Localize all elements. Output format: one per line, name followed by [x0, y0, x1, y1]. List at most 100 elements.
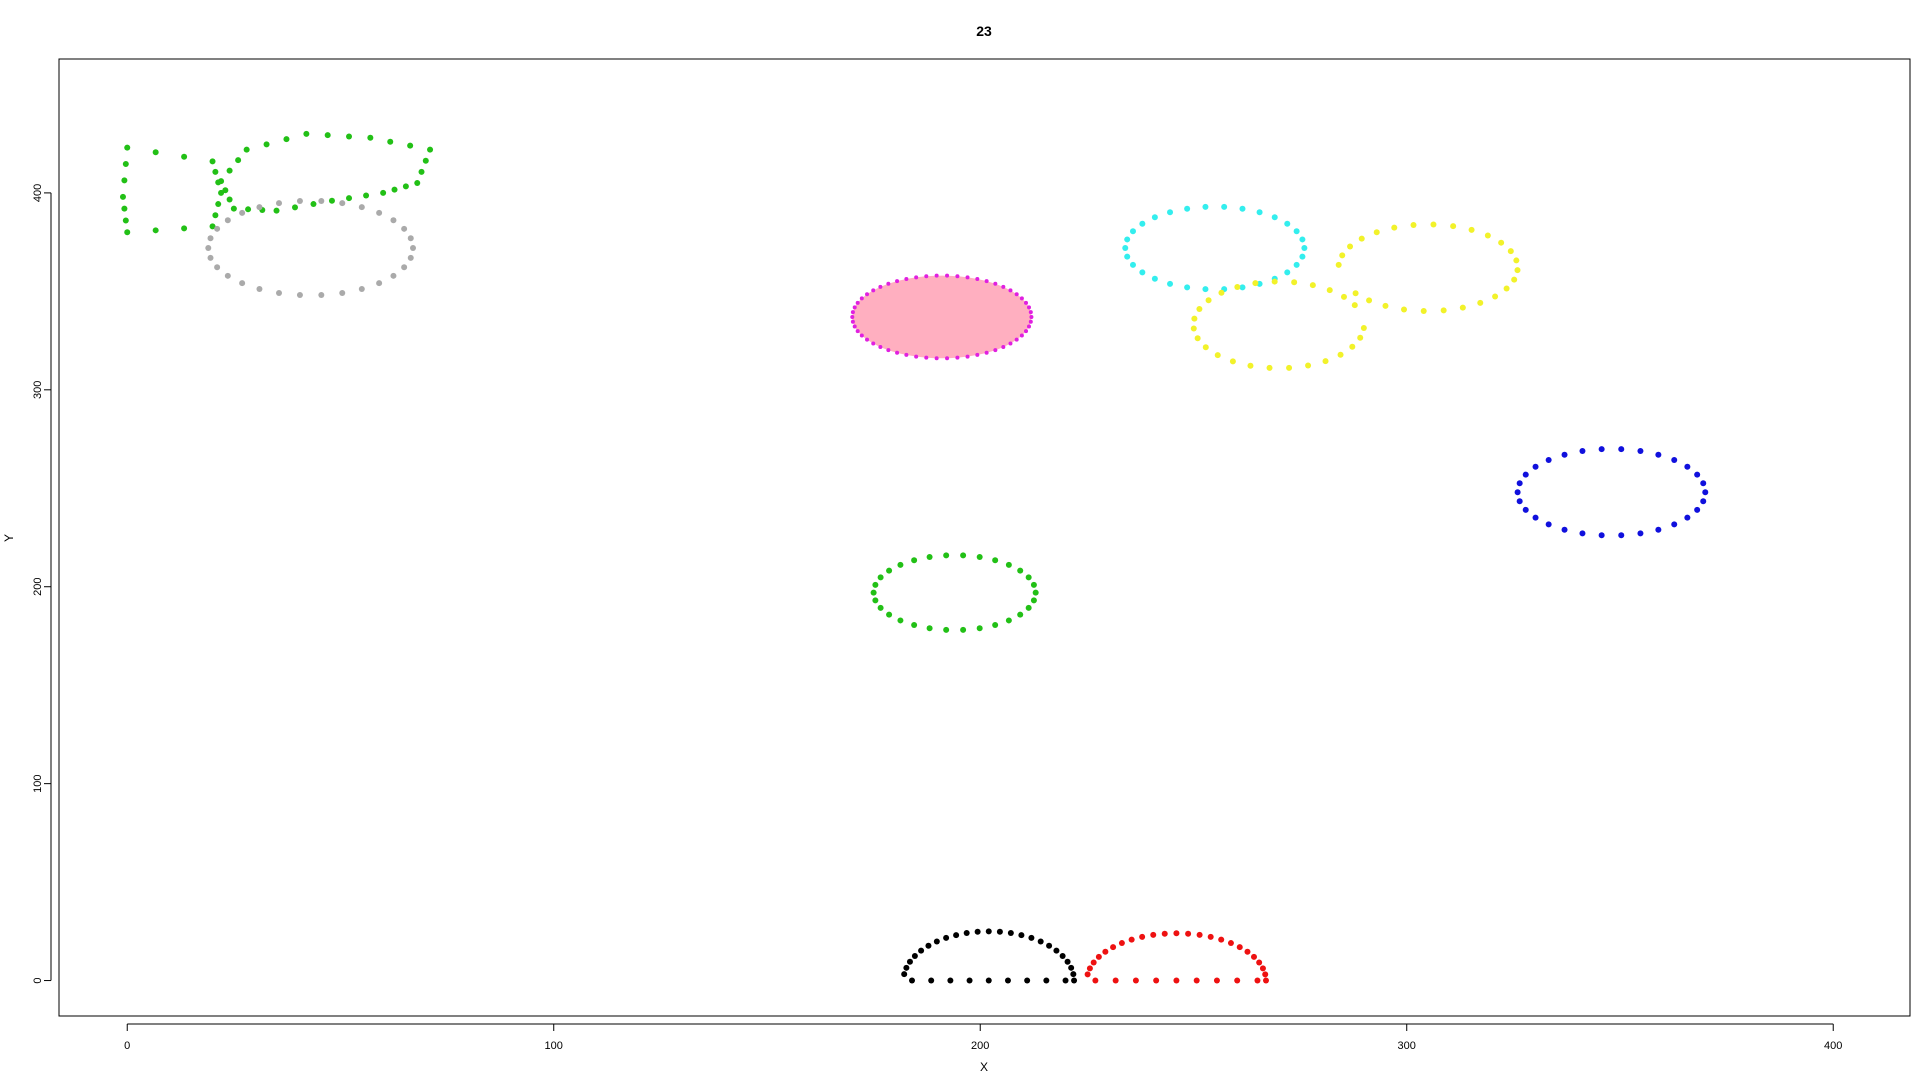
data-point — [376, 280, 383, 287]
data-point — [955, 355, 960, 360]
data-point — [1239, 205, 1246, 212]
data-point — [390, 272, 397, 279]
data-point — [358, 285, 365, 292]
data-point — [1202, 203, 1209, 210]
data-point — [1062, 977, 1069, 984]
data-point — [1299, 236, 1306, 243]
data-point — [152, 227, 159, 234]
data-point — [928, 977, 935, 984]
data-point — [1382, 302, 1389, 309]
data-point — [852, 324, 857, 329]
data-point — [914, 275, 919, 280]
data-point — [1637, 448, 1644, 455]
data-point — [1043, 977, 1050, 984]
data-point — [291, 204, 298, 211]
data-point — [901, 971, 908, 978]
data-point — [1196, 305, 1203, 312]
data-point — [850, 314, 855, 319]
data-point — [1514, 267, 1521, 274]
data-point — [974, 928, 981, 935]
y-axis: 0 100 200 300 400 — [32, 184, 52, 984]
data-point — [852, 305, 857, 310]
data-point — [1293, 261, 1300, 268]
data-point — [1046, 942, 1053, 949]
data-point — [985, 928, 992, 935]
data-point — [1124, 236, 1131, 243]
data-point — [1618, 532, 1625, 539]
data-point — [1124, 253, 1131, 260]
data-point — [1618, 446, 1625, 453]
data-point — [256, 285, 263, 292]
data-point — [870, 589, 877, 596]
data-point — [1110, 944, 1117, 951]
data-point — [1112, 977, 1119, 984]
data-point — [975, 352, 980, 357]
data-point — [1008, 341, 1013, 346]
data-point — [1139, 269, 1146, 276]
data-point — [926, 554, 933, 561]
data-point — [1128, 936, 1135, 943]
data-point — [339, 289, 346, 296]
data-point — [1001, 345, 1006, 350]
data-point — [984, 350, 989, 355]
data-point — [1139, 220, 1146, 227]
y-tick-label: 200 — [32, 578, 44, 596]
data-point — [1351, 302, 1358, 309]
data-point — [1305, 362, 1312, 369]
plot-frame — [58, 58, 1911, 1017]
data-point — [943, 626, 950, 633]
data-point — [904, 276, 909, 281]
data-point — [918, 947, 925, 954]
series-green-ellipse — [870, 552, 1039, 633]
filled-region — [852, 275, 1032, 359]
data-point — [1213, 977, 1220, 984]
data-point — [1284, 220, 1291, 227]
data-point — [1250, 953, 1257, 960]
data-point — [992, 557, 999, 564]
data-point — [339, 200, 346, 207]
data-point — [1227, 940, 1234, 947]
points-layer — [119, 130, 1709, 984]
data-point — [878, 284, 883, 289]
data-point — [1293, 228, 1300, 235]
data-point — [1671, 457, 1678, 464]
data-point — [1129, 228, 1136, 235]
data-point — [859, 333, 864, 338]
data-point — [963, 930, 970, 937]
data-point — [1262, 971, 1269, 978]
data-point — [209, 223, 216, 230]
data-point — [181, 153, 188, 160]
series-cyan-ellipse — [1122, 203, 1308, 293]
data-point — [276, 200, 283, 207]
data-point — [1598, 532, 1605, 539]
data-point — [1511, 276, 1518, 283]
data-point — [886, 348, 891, 353]
data-point — [1025, 604, 1032, 611]
data-point — [943, 552, 950, 559]
data-point — [1004, 977, 1011, 984]
data-point — [1019, 333, 1024, 338]
data-point — [976, 554, 983, 561]
data-point — [214, 264, 221, 271]
data-point — [1184, 205, 1191, 212]
data-point — [1194, 335, 1201, 342]
data-point — [1032, 589, 1039, 596]
data-point — [1262, 977, 1269, 984]
data-point — [310, 201, 317, 208]
data-point — [1070, 971, 1077, 978]
data-point — [1401, 306, 1408, 313]
data-point — [1254, 977, 1261, 984]
data-point — [1337, 351, 1344, 358]
data-point — [1335, 261, 1342, 268]
data-point — [1064, 958, 1071, 965]
data-point — [1037, 938, 1044, 945]
data-point — [953, 932, 960, 939]
data-point — [1193, 977, 1200, 984]
data-point — [402, 183, 409, 190]
data-point — [1468, 226, 1475, 233]
data-point — [1655, 526, 1662, 533]
data-point — [1339, 252, 1346, 259]
data-point — [1326, 287, 1333, 294]
data-point — [1358, 235, 1365, 242]
